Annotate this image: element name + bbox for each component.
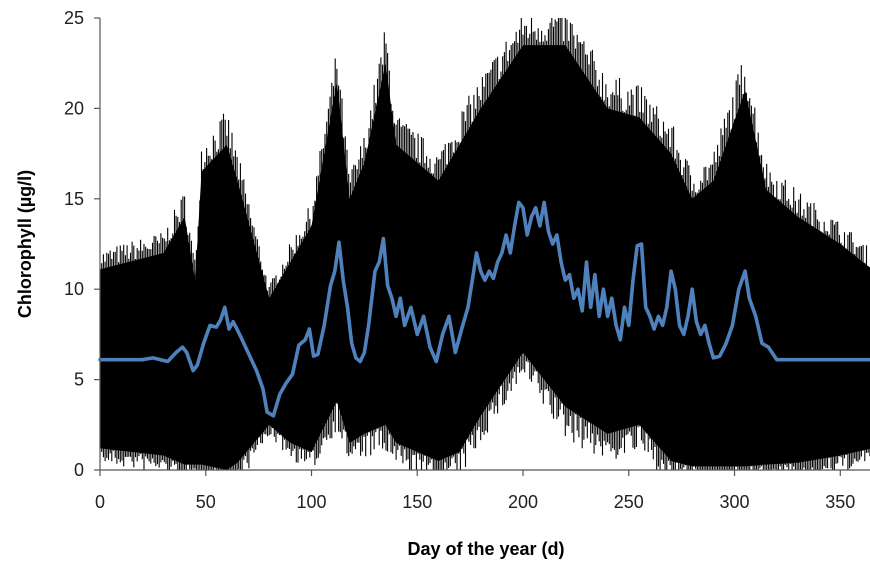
x-tick-label: 150	[402, 492, 432, 512]
variation-envelope-area	[100, 45, 870, 470]
y-axis-label: Chlorophyll (µg/l)	[15, 170, 35, 318]
chlorophyll-mean-line	[98, 200, 870, 418]
x-tick-label: 50	[196, 492, 216, 512]
x-tick-label: 100	[296, 492, 326, 512]
y-tick-label: 25	[64, 8, 84, 28]
variation-envelope	[100, 18, 870, 470]
variation-envelope-spikes	[100, 18, 870, 470]
y-tick-label: 15	[64, 189, 84, 209]
y-tick-label: 10	[64, 279, 84, 299]
y-tick-label: 20	[64, 98, 84, 118]
x-axis-ticks: 0 50 100 150 200 250 300 350	[95, 470, 855, 512]
y-tick-label: 0	[74, 460, 84, 480]
x-tick-label: 350	[825, 492, 855, 512]
x-axis-label: Day of the year (d)	[407, 539, 564, 559]
y-tick-label: 5	[74, 370, 84, 390]
y-axis-ticks: 0 5 10 15 20 25	[64, 8, 100, 480]
x-tick-label: 0	[95, 492, 105, 512]
x-tick-label: 250	[614, 492, 644, 512]
x-tick-label: 300	[719, 492, 749, 512]
x-tick-label: 200	[508, 492, 538, 512]
